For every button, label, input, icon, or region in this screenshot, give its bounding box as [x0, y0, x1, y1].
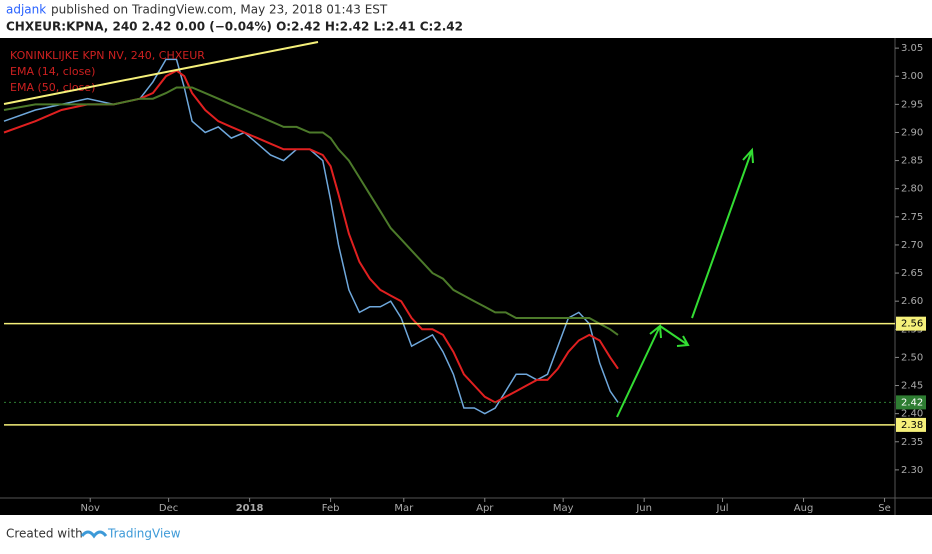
y-tick-label: 2.50: [901, 352, 923, 363]
series-line: [3, 86, 619, 336]
y-tick-label: 2.85: [901, 156, 923, 167]
y-tick-label: 2.30: [901, 465, 923, 476]
legend-entry: EMA (14, close): [10, 65, 95, 78]
header-bg: [0, 0, 932, 38]
legend-entry: KONINKLIJKE KPN NV, 240, CHXEUR: [10, 49, 205, 62]
symbol-line: CHXEUR:KPNA, 240 2.42 0.00 (−0.04%) O:2.…: [6, 20, 463, 34]
x-tick-label: 2018: [236, 503, 264, 514]
x-tick-label: Feb: [322, 503, 340, 514]
y-tick-label: 3.05: [901, 43, 923, 54]
logo: [80, 530, 108, 539]
y-tick-label: 2.70: [901, 240, 923, 251]
footer-brand[interactable]: TradingView: [107, 527, 181, 541]
price-tag-label: 2.42: [901, 397, 923, 408]
price-tag-label: 2.56: [901, 319, 923, 330]
price-tag: [896, 395, 926, 410]
footer-bg: [0, 515, 932, 550]
y-tick-label: 3.00: [901, 71, 923, 82]
x-tick-label: Mar: [394, 503, 414, 514]
y-tick-label: 2.90: [901, 127, 923, 138]
price-tag-label: 2.38: [901, 420, 923, 431]
x-tick-label: Nov: [80, 503, 100, 514]
y-tick-label: 2.65: [901, 268, 923, 279]
trend-line: [3, 41, 319, 105]
series-line: [3, 58, 619, 415]
x-tick-label: Aug: [794, 503, 814, 514]
x-tick-label: Jun: [635, 503, 652, 514]
price-tag: [896, 316, 926, 331]
x-tick-label: Dec: [159, 503, 178, 514]
y-tick-label: 2.60: [901, 296, 923, 307]
x-tick-label: Se: [878, 503, 891, 514]
x-tick-label: Apr: [476, 503, 494, 514]
y-tick-label: 2.35: [901, 437, 923, 448]
x-tick-label: Jul: [716, 503, 729, 514]
series-line: [3, 69, 619, 404]
published: published on TradingView.com, May 23, 20…: [51, 3, 388, 17]
forecast-arrows: [616, 147, 754, 418]
y-tick-label: 2.45: [901, 381, 923, 392]
y-tick-label: 2.40: [901, 409, 923, 420]
footer-created: Created with: [6, 527, 83, 541]
author[interactable]: adjank: [6, 3, 46, 17]
x-tick-label: May: [553, 503, 574, 514]
plot-bg: [0, 38, 932, 515]
y-tick-label: 2.80: [901, 184, 923, 195]
price-tag: [896, 417, 926, 432]
y-tick-label: 2.95: [901, 99, 923, 110]
y-tick-label: 2.75: [901, 212, 923, 223]
